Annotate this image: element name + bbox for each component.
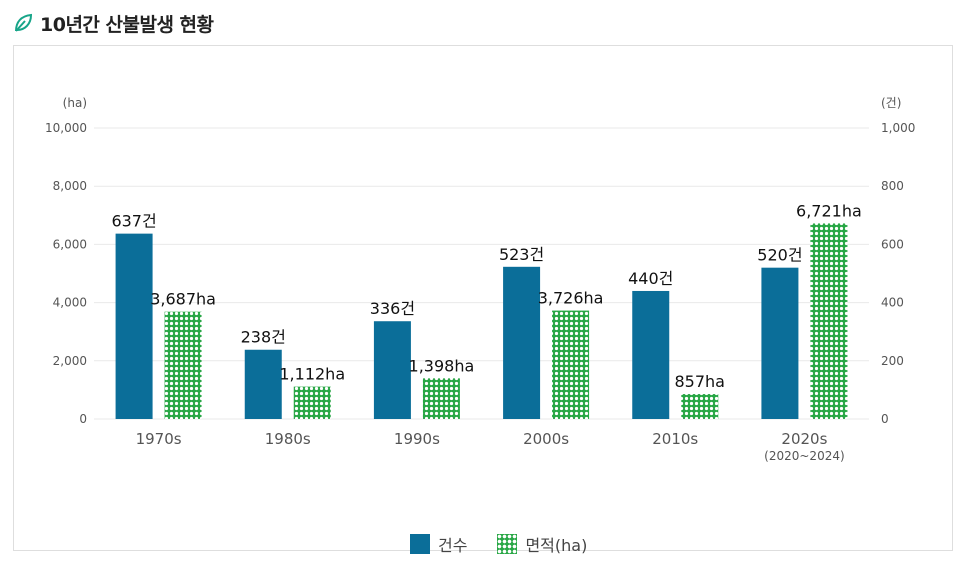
legend-swatch-count xyxy=(410,534,430,554)
data-label-count: 440건 xyxy=(628,269,673,288)
data-label-area: 1,112ha xyxy=(279,365,345,384)
right-axis-tick-label: 600 xyxy=(881,237,904,251)
left-axis-tick-label: 2,000 xyxy=(53,354,87,368)
left-axis-tick-label: 8,000 xyxy=(53,179,87,193)
left-axis-tick-label: 6,000 xyxy=(53,237,87,251)
chart-panel: 0 2,000 4,000 6,000 8,000 10,000 0 200 400 600 800… xyxy=(13,45,953,555)
data-label-count: 637건 xyxy=(111,212,156,231)
bar-count-1990s xyxy=(373,321,411,419)
legend-item-area: 면적(ha) xyxy=(497,532,587,556)
bar-area-1980s xyxy=(293,386,331,419)
bar-count-2020s xyxy=(761,267,799,419)
data-label-count: 520건 xyxy=(757,246,802,265)
data-label-count: 336건 xyxy=(370,299,415,318)
right-axis-tick-label: 0 xyxy=(881,412,889,426)
data-label-count: 238건 xyxy=(241,328,286,347)
bar-area-2020s xyxy=(810,223,848,419)
right-axis-tick-label: 800 xyxy=(881,179,904,193)
bar-count-2000s xyxy=(503,266,541,419)
right-axis-unit-label: (건) xyxy=(881,96,901,110)
data-label-area: 857ha xyxy=(675,372,725,391)
bar-area-2000s xyxy=(552,310,590,419)
bar-chart: 0 2,000 4,000 6,000 8,000 10,000 0 200 400 600 800… xyxy=(45,96,915,463)
bar-area-1970s xyxy=(164,311,202,419)
left-axis-unit-label: (ha) xyxy=(63,96,87,110)
legend-item-count: 건수 xyxy=(410,532,467,556)
data-label-area: 3,726ha xyxy=(538,289,604,308)
bar-count-1980s xyxy=(244,349,282,419)
bar-count-2010s xyxy=(632,290,670,419)
chart-legend: 건수 면적(ha) xyxy=(410,532,617,556)
page-header: 10년간 산불발생 현황 xyxy=(12,8,214,38)
data-label-area: 1,398ha xyxy=(409,356,475,375)
x-axis-tick-label: 2020s xyxy=(781,430,827,448)
x-axis-tick-label: 1970s xyxy=(136,430,182,448)
left-axis-tick-label: 10,000 xyxy=(45,121,87,135)
legend-count-label: 건수 xyxy=(438,536,468,555)
x-axis-tick-label: 2000s xyxy=(523,430,569,448)
legend-swatch-area xyxy=(497,534,518,554)
left-axis-tick-label: 0 xyxy=(79,412,87,426)
bar-count-1970s xyxy=(115,233,153,419)
bar-area-1990s xyxy=(422,378,460,419)
page-title: 10년간 산불발생 현황 xyxy=(40,13,214,36)
right-axis-tick-label: 400 xyxy=(881,296,904,310)
x-axis-tick-sublabel: (2020~2024) xyxy=(764,449,845,463)
data-label-area: 6,721ha xyxy=(796,201,862,220)
leaf-icon xyxy=(12,12,34,34)
left-axis-tick-label: 4,000 xyxy=(53,296,87,310)
right-axis-tick-label: 1,000 xyxy=(881,121,915,135)
data-label-count: 523건 xyxy=(499,245,544,264)
bar-area-2010s xyxy=(681,394,719,419)
legend-area-label: 면적(ha) xyxy=(525,536,588,555)
data-label-area: 3,687ha xyxy=(150,290,216,309)
x-axis-tick-label: 1980s xyxy=(265,430,311,448)
x-axis-tick-label: 1990s xyxy=(394,430,440,448)
x-axis-tick-label: 2010s xyxy=(652,430,698,448)
right-axis-tick-label: 200 xyxy=(881,354,904,368)
